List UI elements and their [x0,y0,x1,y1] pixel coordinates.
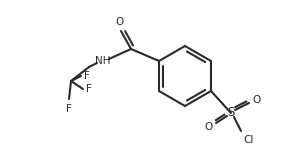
Text: F: F [66,104,72,114]
Text: S: S [227,107,235,120]
Text: F: F [86,84,92,94]
Text: F: F [84,71,90,81]
Text: O: O [252,95,260,105]
Text: Cl: Cl [243,135,253,145]
Text: O: O [115,17,123,27]
Text: NH: NH [95,56,111,66]
Text: O: O [205,122,213,132]
